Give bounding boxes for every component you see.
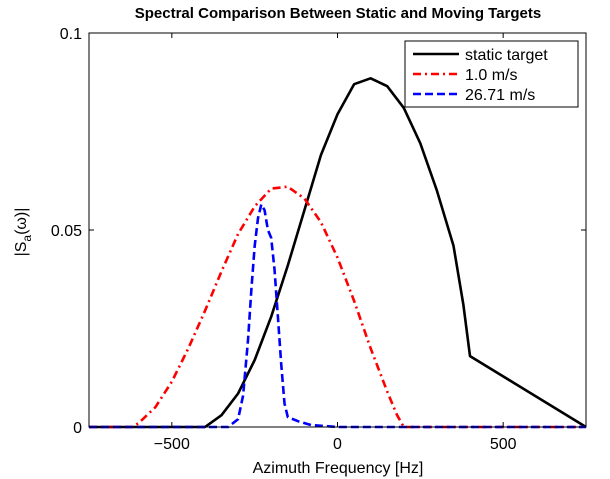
chart-title: Spectral Comparison Between Static and M… xyxy=(135,5,541,22)
axis-ticks: −500 0 500 0 0.05 0.1 xyxy=(51,26,586,453)
x-axis-label: Azimuth Frequency [Hz] xyxy=(253,460,424,477)
x-tick-label: 0 xyxy=(333,436,342,453)
legend-label: 26.71 m/s xyxy=(465,87,535,104)
y-tick-label: 0.1 xyxy=(60,26,82,43)
y-tick-label: 0.05 xyxy=(51,223,82,240)
legend-label: static target xyxy=(465,47,548,64)
y-axis-label: |Sa(ω)| xyxy=(13,208,34,257)
y-tick-label: 0 xyxy=(73,420,82,437)
series-line-0 xyxy=(89,77,587,429)
x-tick-label: −500 xyxy=(154,436,190,453)
legend-label: 1.0 m/s xyxy=(465,67,517,84)
y-axis-label-text: |Sa(ω)| xyxy=(13,208,34,257)
x-tick-label: 500 xyxy=(490,436,517,453)
legend: static target 1.0 m/s 26.71 m/s xyxy=(404,40,579,108)
plot-area xyxy=(89,77,587,429)
series-line-2 xyxy=(89,203,586,429)
